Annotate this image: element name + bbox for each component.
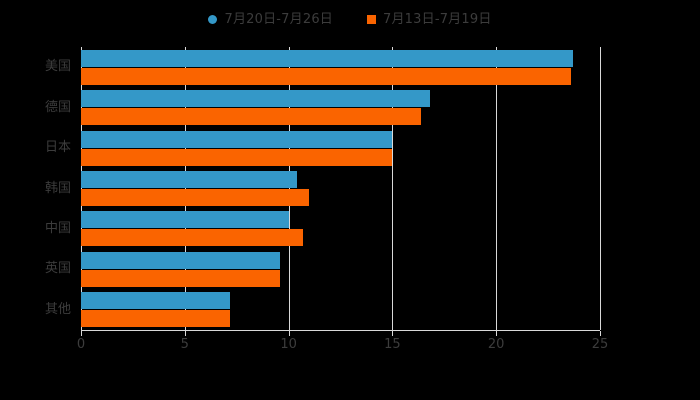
bar-group — [81, 292, 600, 328]
bar-series-b[interactable] — [81, 269, 281, 287]
gridline — [81, 47, 82, 330]
gridline — [392, 47, 394, 330]
x-axis-tick-label: 10 — [280, 337, 297, 352]
bar-group — [81, 130, 600, 166]
x-axis-tick — [81, 331, 82, 336]
gridline — [600, 47, 601, 330]
bar-series-a[interactable] — [81, 49, 573, 67]
bar-series-b[interactable] — [81, 189, 310, 206]
chart-legend: 7月20日-7月26日 7月13日-7月19日 — [0, 8, 700, 30]
bar-group — [81, 90, 600, 126]
legend-label-series-a: 7月20日-7月26日 — [224, 11, 333, 27]
legend-label-series-b: 7月13日-7月19日 — [383, 11, 492, 27]
x-axis-tick — [392, 331, 394, 336]
bar-series-a[interactable] — [81, 292, 231, 310]
bar-series-a[interactable] — [81, 130, 393, 148]
y-axis-tick-label: 中国 — [44, 220, 71, 236]
x-axis-tick — [288, 331, 290, 336]
gridline — [288, 47, 290, 330]
y-axis-tick-label: 英国 — [44, 261, 71, 277]
x-axis-tick — [184, 331, 186, 336]
x-axis-tick-label: 20 — [487, 337, 505, 352]
bar-series-b[interactable] — [81, 67, 571, 85]
bar-series-b[interactable] — [81, 148, 393, 166]
y-axis-tick-label: 德国 — [44, 99, 71, 115]
bar-series-b[interactable] — [81, 229, 304, 247]
legend-square-icon — [367, 14, 376, 24]
y-axis-tick-label: 韩国 — [44, 180, 71, 196]
x-axis-tick — [496, 331, 498, 336]
bar-series-a[interactable] — [81, 251, 281, 269]
bar-group — [81, 211, 600, 247]
x-axis-tick-label: 0 — [76, 337, 86, 352]
x-axis-tick-label: 25 — [591, 337, 609, 352]
gridline — [496, 47, 498, 330]
bar-series-a[interactable] — [81, 171, 297, 188]
x-axis-line — [81, 330, 600, 331]
bar-group — [81, 49, 600, 85]
bar-series-b[interactable] — [81, 108, 422, 126]
bar-group — [81, 251, 600, 287]
x-axis-tick — [600, 331, 601, 336]
bar-group — [81, 171, 600, 206]
y-axis-tick-label: 日本 — [44, 140, 71, 156]
legend-item-series-b[interactable]: 7月13日-7月19日 — [367, 13, 492, 26]
bar-series-a[interactable] — [81, 90, 430, 108]
bar-series-a[interactable] — [81, 211, 289, 229]
plot-area — [81, 47, 601, 330]
legend-item-series-a[interactable]: 7月20日-7月26日 — [208, 13, 333, 26]
y-axis-tick-label: 其他 — [44, 301, 71, 317]
x-axis-tick-label: 5 — [180, 337, 189, 352]
legend-dot-icon — [208, 14, 218, 24]
y-axis-tick-label: 美国 — [44, 59, 71, 75]
gridline — [184, 47, 186, 330]
x-axis-tick-label: 15 — [384, 337, 401, 352]
bar-series-b[interactable] — [81, 310, 231, 328]
x-axis-labels: 0 5 10 15 20 25 — [0, 338, 700, 358]
